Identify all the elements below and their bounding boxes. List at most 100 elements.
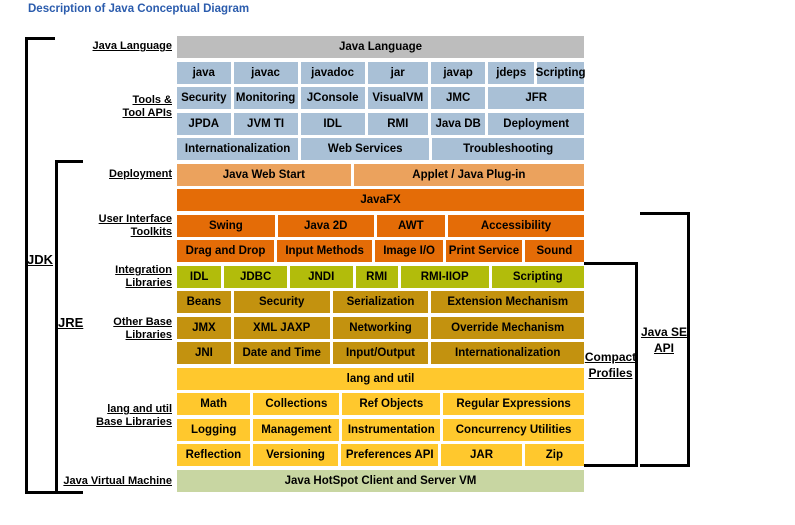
grid-cell-zip[interactable]: Zip [524,444,584,466]
diagram-row: JPDA JVM TI IDL RMI Java DB Deployment [177,112,585,135]
grid-cell-awt[interactable]: AWT [376,214,446,237]
grid-cell-java-language[interactable]: Java Language [177,36,584,58]
grid-cell-jdeps[interactable]: jdeps [488,61,535,84]
row-label-line: Other Base [113,316,172,328]
grid-cell-javadoc[interactable]: javadoc [300,61,365,84]
grid-cell-lang-and-util[interactable]: lang and util [177,367,584,390]
grid-cell-sound[interactable]: Sound [524,240,584,262]
grid-cell-accessibility[interactable]: Accessibility [448,214,584,237]
row-label-line: Integration [115,264,172,276]
grid-cell-input-output[interactable]: Input/Output [332,342,429,364]
grid-cell-networking[interactable]: Networking [332,316,429,339]
row-label-java-virtual-machine[interactable]: Java Virtual Machine [0,475,172,488]
compact-profiles-label-line1: Compact [584,350,637,364]
grid-cell-jdbc[interactable]: JDBC [224,265,287,288]
row-label-java-language[interactable]: Java Language [0,40,172,53]
grid-cell-ref-objects[interactable]: Ref Objects [342,393,441,415]
grid-cell-collections[interactable]: Collections [253,393,340,415]
grid-cell-preferences-api[interactable]: Preferences API [341,444,439,466]
grid-cell-jmx[interactable]: JMX [177,316,231,339]
grid-cell-rmi[interactable]: RMI [367,112,428,135]
diagram-row: Internationalization Web Services Troubles… [177,138,584,160]
grid-cell-override-mechanism[interactable]: Override Mechanism [431,316,584,339]
grid-cell-security[interactable]: Security [233,291,330,313]
grid-cell-rmi[interactable]: RMI [355,265,398,288]
row-label-line: Java Virtual Machine [63,475,172,487]
row-label-integration-libraries[interactable]: Integration Libraries [0,264,172,290]
grid-cell-internationalization[interactable]: Internationalization [177,138,299,160]
row-label-line: Tools & [132,94,172,106]
grid-cell-drag-and-drop[interactable]: Drag and Drop [177,240,275,262]
grid-cell-jconsole[interactable]: JConsole [300,87,365,109]
grid-cell-java-web-start[interactable]: Java Web Start [177,163,351,186]
jdk-label[interactable]: JDK [27,252,54,267]
grid-cell-jpda[interactable]: JPDA [177,112,231,135]
grid-cell-extension-mechanism[interactable]: Extension Mechanism [431,291,584,313]
grid-cell-web-services[interactable]: Web Services [301,138,430,160]
diagram-row: Java HotSpot Client and Server VM [177,469,584,492]
row-label-line: Toolkits [130,226,172,238]
grid-cell-javafx[interactable]: JavaFX [177,189,584,211]
grid-cell-xml-jaxp[interactable]: XML JAXP [233,316,330,339]
grid-cell-scripting[interactable]: Scripting [536,61,586,84]
grid-cell-visualvm[interactable]: VisualVM [367,87,428,109]
grid-cell-java[interactable]: java [177,61,231,84]
grid-cell-troubleshooting[interactable]: Troubleshooting [432,138,584,160]
grid-cell-regular-expressions[interactable]: Regular Expressions [443,393,584,415]
grid-cell-reflection[interactable]: Reflection [177,444,250,466]
grid-cell-beans[interactable]: Beans [177,291,231,313]
compact-profiles-label-line2: Profiles [588,366,633,380]
row-label-lang-and-util-base-libraries[interactable]: lang and util Base Libraries [0,403,172,429]
grid-cell-jfr[interactable]: JFR [488,87,585,109]
grid-cell-security[interactable]: Security [177,87,231,109]
grid-cell-rmi-iiop[interactable]: RMI-IIOP [400,265,489,288]
grid-cell-javac[interactable]: javac [233,61,298,84]
grid-cell-management[interactable]: Management [253,418,340,441]
diagram-row: Java Language [177,36,584,58]
row-label-other-base-libraries[interactable]: Other Base Libraries [0,316,172,342]
grid-cell-versioning[interactable]: Versioning [252,444,339,466]
grid-cell-concurrency-utilities[interactable]: Concurrency Utilities [443,418,584,441]
grid-cell-jar[interactable]: jar [367,61,428,84]
row-label-line: Base Libraries [96,416,172,428]
grid-cell-java-2d[interactable]: Java 2D [277,214,374,237]
diagram-row: JavaFX [177,189,584,211]
row-label-line: User Interface [98,213,172,225]
jre-bracket-line [55,160,83,494]
row-label-deployment[interactable]: Deployment [0,168,172,181]
grid-cell-jvm-ti[interactable]: JVM TI [233,112,298,135]
grid-cell-javap[interactable]: javap [430,61,486,84]
row-label-user-interface-toolkits[interactable]: User Interface Toolkits [0,213,172,239]
grid-cell-jar[interactable]: JAR [441,444,522,466]
grid-cell-print-service[interactable]: Print Service [446,240,522,262]
grid-cell-date-and-time[interactable]: Date and Time [233,342,330,364]
compact-profiles-label[interactable]: Compact Profiles [584,349,637,381]
grid-cell-swing[interactable]: Swing [177,214,275,237]
diagram-row: Drag and Drop Input Methods Image I/O Print… [177,240,584,262]
page-title-link[interactable]: Description of Java Conceptual Diagram [28,3,250,15]
row-label-line: lang and util [107,403,172,415]
grid-cell-internationalization[interactable]: Internationalization [431,342,584,364]
jre-label[interactable]: JRE [58,315,84,330]
grid-cell-jndi[interactable]: JNDI [289,265,353,288]
grid-cell-scripting[interactable]: Scripting [491,265,584,288]
grid-cell-applet-java-plug-in[interactable]: Applet / Java Plug-in [353,163,584,186]
row-label-tools-and-tool-apis[interactable]: Tools & Tool APIs [0,94,173,120]
grid-cell-java-db[interactable]: Java DB [430,112,486,135]
grid-cell-image-i-o[interactable]: Image I/O [375,240,444,262]
java-se-api-label[interactable]: Java SE API [639,324,689,356]
grid-cell-serialization[interactable]: Serialization [332,291,429,313]
grid-cell-logging[interactable]: Logging [177,418,251,441]
row-label-line: Tool APIs [122,107,173,119]
grid-cell-jni[interactable]: JNI [177,342,231,364]
grid-cell-input-methods[interactable]: Input Methods [277,240,373,262]
grid-cell-math[interactable]: Math [177,393,251,415]
grid-cell-monitoring[interactable]: Monitoring [233,87,298,109]
grid-cell-jmc[interactable]: JMC [430,87,486,109]
grid-cell-idl[interactable]: IDL [300,112,365,135]
grid-cell-java-hotspot-client-and-server-vm[interactable]: Java HotSpot Client and Server VM [177,469,584,492]
grid-cell-idl[interactable]: IDL [177,265,222,288]
grid-cell-instrumentation[interactable]: Instrumentation [342,418,441,441]
grid-cell-deployment[interactable]: Deployment [488,112,585,135]
